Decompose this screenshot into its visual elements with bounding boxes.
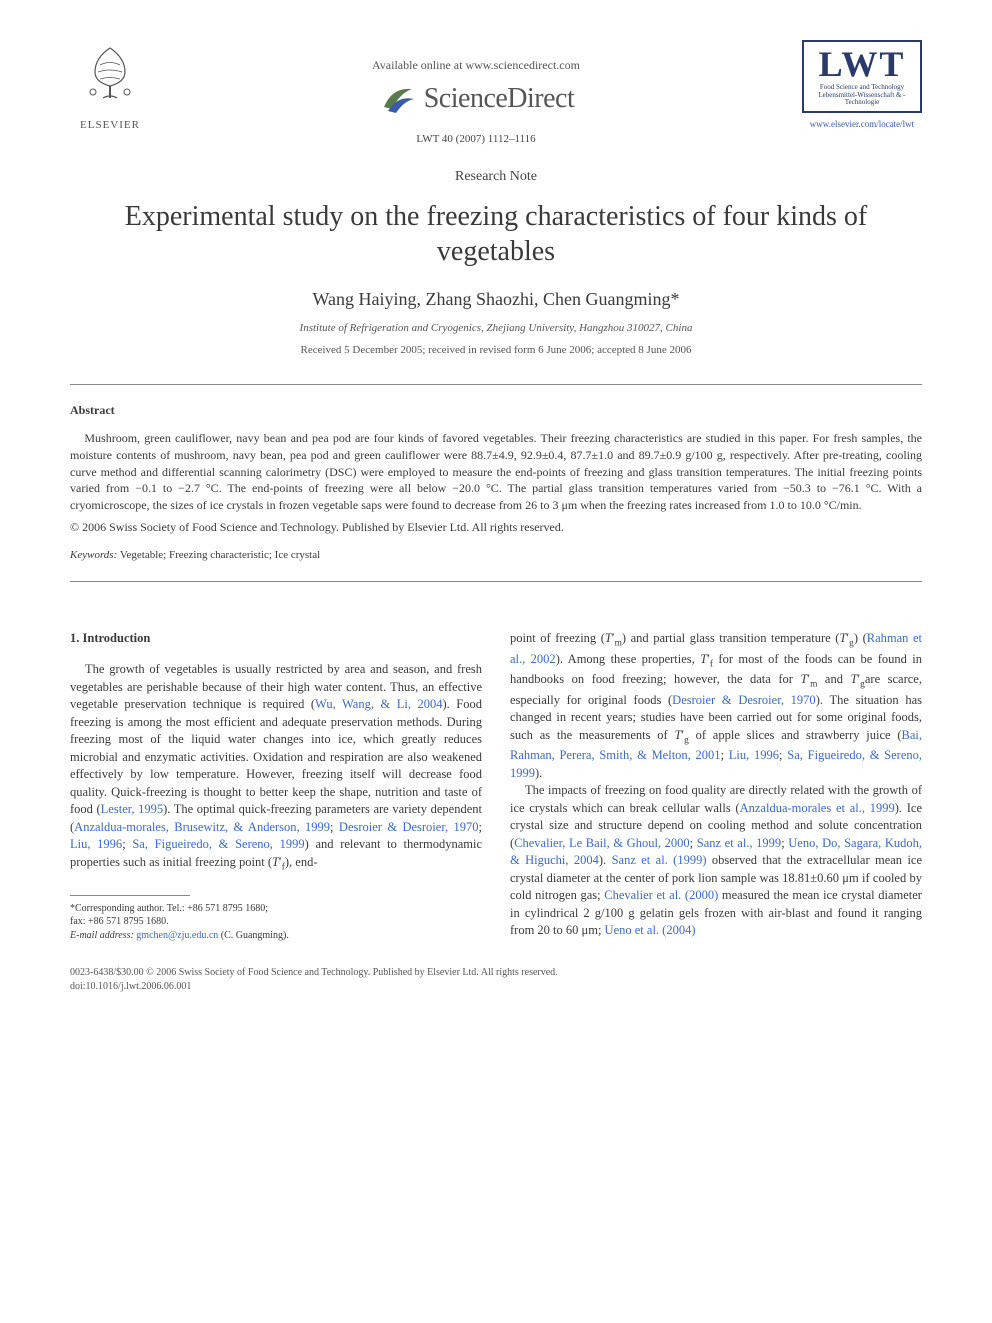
footnote-tel: *Corresponding author. Tel.: +86 571 879… bbox=[70, 902, 482, 916]
keywords-line: Keywords: Vegetable; Freezing characteri… bbox=[70, 549, 922, 561]
corresponding-author-footnote: *Corresponding author. Tel.: +86 571 879… bbox=[70, 902, 482, 943]
ref-liu-1996a[interactable]: Liu, 1996 bbox=[70, 837, 122, 851]
sciencedirect-logo: ScienceDirect bbox=[378, 79, 575, 119]
article-type: Research Note bbox=[70, 169, 922, 185]
ref-chevalier-2000b[interactable]: Chevalier et al. (2000) bbox=[604, 888, 718, 902]
symbol-tm: (T′m) bbox=[601, 631, 626, 645]
abstract-copyright: © 2006 Swiss Society of Food Science and… bbox=[70, 520, 922, 535]
ref-lester-1995[interactable]: Lester, 1995 bbox=[101, 802, 163, 816]
lwt-logo-box: LWT Food Science and Technology Lebensmi… bbox=[802, 40, 922, 113]
issn-copyright: 0023-6438/$30.00 © 2006 Swiss Society of… bbox=[70, 966, 922, 980]
elsevier-logo: ELSEVIER bbox=[70, 40, 150, 131]
footnote-email[interactable]: gmchen@zju.edu.cn bbox=[134, 930, 221, 941]
affiliation: Institute of Refrigeration and Cryogenic… bbox=[70, 322, 922, 334]
lwt-journal-logo: LWT Food Science and Technology Lebensmi… bbox=[802, 40, 922, 129]
keywords-text: Vegetable; Freezing characteristic; Ice … bbox=[117, 549, 320, 561]
footnote-email-suffix: (C. Guangming). bbox=[221, 930, 289, 941]
lwt-subtitle: Food Science and Technology Lebensmittel… bbox=[810, 84, 914, 107]
ref-sanz-1999[interactable]: Sanz et al., 1999 bbox=[697, 836, 781, 850]
abstract-body: Mushroom, green cauliflower, navy bean a… bbox=[70, 430, 922, 514]
paper-title: Experimental study on the freezing chara… bbox=[70, 199, 922, 269]
abstract-heading: Abstract bbox=[70, 403, 922, 418]
keywords-label: Keywords: bbox=[70, 549, 117, 561]
ref-anzaldua-1999[interactable]: Anzaldua-morales, Brusewitz, & Anderson,… bbox=[74, 820, 330, 834]
ref-sanz-1999b[interactable]: Sanz et al. (1999) bbox=[612, 853, 707, 867]
header-center: Available online at www.sciencedirect.co… bbox=[150, 40, 802, 145]
ref-desroier-1970b[interactable]: Desroier & Desroier, 1970 bbox=[672, 693, 816, 707]
symbol-tg: (T′g) bbox=[835, 631, 858, 645]
section-1-heading: 1. Introduction bbox=[70, 630, 482, 648]
footnote-email-line: E-mail address: gmchen@zju.edu.cn (C. Gu… bbox=[70, 929, 482, 943]
article-dates: Received 5 December 2005; received in re… bbox=[70, 344, 922, 356]
ref-wu-2004[interactable]: Wu, Wang, & Li, 2004 bbox=[315, 697, 442, 711]
ref-liu-1996b[interactable]: Liu, 1996 bbox=[729, 748, 779, 762]
bottom-meta: 0023-6438/$30.00 © 2006 Swiss Society of… bbox=[70, 966, 922, 994]
available-online-text: Available online at www.sciencedirect.co… bbox=[150, 58, 802, 73]
ref-desroier-1970a[interactable]: Desroier & Desroier, 1970 bbox=[339, 820, 479, 834]
lwt-journal-url[interactable]: www.elsevier.com/locate/lwt bbox=[802, 119, 922, 129]
ref-sa-1999a[interactable]: Sa, Figueiredo, & Sereno, 1999 bbox=[132, 837, 304, 851]
abstract-section: Abstract Mushroom, green cauliflower, na… bbox=[70, 385, 922, 581]
sciencedirect-swoosh-icon bbox=[378, 79, 418, 119]
ref-chevalier-2000[interactable]: Chevalier, Le Bail, & Ghoul, 2000 bbox=[514, 836, 690, 850]
elsevier-tree-icon bbox=[75, 40, 145, 110]
column-right: point of freezing (T′m) and partial glas… bbox=[510, 630, 922, 942]
intro-para-2: The impacts of freezing on food quality … bbox=[510, 782, 922, 940]
elsevier-wordmark: ELSEVIER bbox=[70, 119, 150, 131]
journal-reference: LWT 40 (2007) 1112–1116 bbox=[150, 133, 802, 145]
body-columns: 1. Introduction The growth of vegetables… bbox=[70, 630, 922, 942]
footnote-email-label: E-mail address: bbox=[70, 930, 134, 941]
rule-bottom bbox=[70, 581, 922, 582]
paper-header-row: ELSEVIER Available online at www.science… bbox=[70, 40, 922, 145]
doi: doi:10.1016/j.lwt.2006.06.001 bbox=[70, 980, 922, 994]
intro-para-1-cont: point of freezing (T′m) and partial glas… bbox=[510, 630, 922, 783]
ref-ueno-2004b[interactable]: Ueno et al. (2004) bbox=[605, 923, 696, 937]
symbol-tf: (T′f) bbox=[268, 855, 289, 869]
sciencedirect-wordmark: ScienceDirect bbox=[424, 83, 575, 115]
lwt-acronym: LWT bbox=[810, 46, 914, 82]
column-left: 1. Introduction The growth of vegetables… bbox=[70, 630, 482, 942]
ref-anzaldua-1999b[interactable]: Anzaldua-morales et al., 1999 bbox=[740, 801, 895, 815]
footnote-fax: fax: +86 571 8795 1680. bbox=[70, 915, 482, 929]
ref-rahman-2002[interactable]: Rahman et al., 2002 bbox=[510, 631, 922, 666]
author-list: Wang Haiying, Zhang Shaozhi, Chen Guangm… bbox=[70, 289, 922, 310]
footnote-rule bbox=[70, 895, 190, 896]
intro-para-1: The growth of vegetables is usually rest… bbox=[70, 661, 482, 874]
